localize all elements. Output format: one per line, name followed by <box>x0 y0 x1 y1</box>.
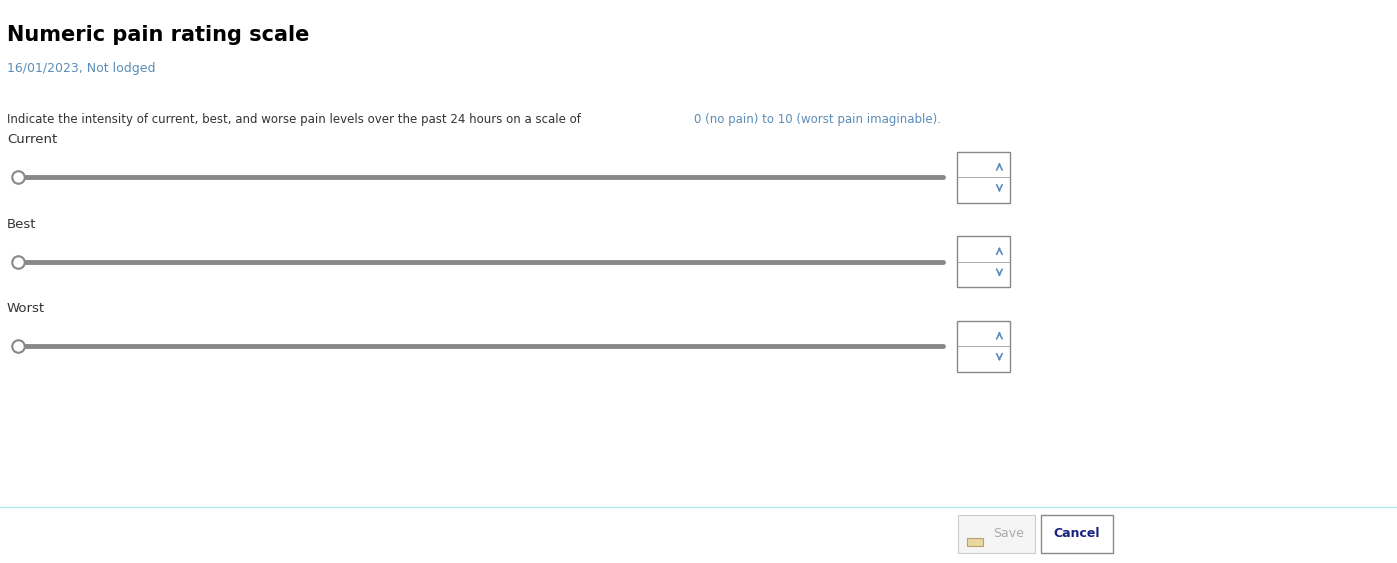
Text: Current: Current <box>7 133 57 146</box>
FancyBboxPatch shape <box>967 538 983 546</box>
FancyBboxPatch shape <box>958 515 1035 553</box>
Text: Cancel: Cancel <box>1053 527 1101 540</box>
Text: 0 (no pain) to 10 (worst pain imaginable).: 0 (no pain) to 10 (worst pain imaginable… <box>694 113 942 126</box>
FancyBboxPatch shape <box>1041 515 1113 553</box>
Text: Save: Save <box>993 527 1024 540</box>
FancyBboxPatch shape <box>957 236 1010 287</box>
Text: 16/01/2023, Not lodged: 16/01/2023, Not lodged <box>7 62 155 75</box>
Text: Numeric pain rating scale: Numeric pain rating scale <box>7 25 309 46</box>
FancyBboxPatch shape <box>957 321 1010 372</box>
FancyBboxPatch shape <box>957 152 1010 203</box>
Text: Best: Best <box>7 218 36 231</box>
Text: Worst: Worst <box>7 302 45 315</box>
Text: Indicate the intensity of current, best, and worse pain levels over the past 24 : Indicate the intensity of current, best,… <box>7 113 584 126</box>
